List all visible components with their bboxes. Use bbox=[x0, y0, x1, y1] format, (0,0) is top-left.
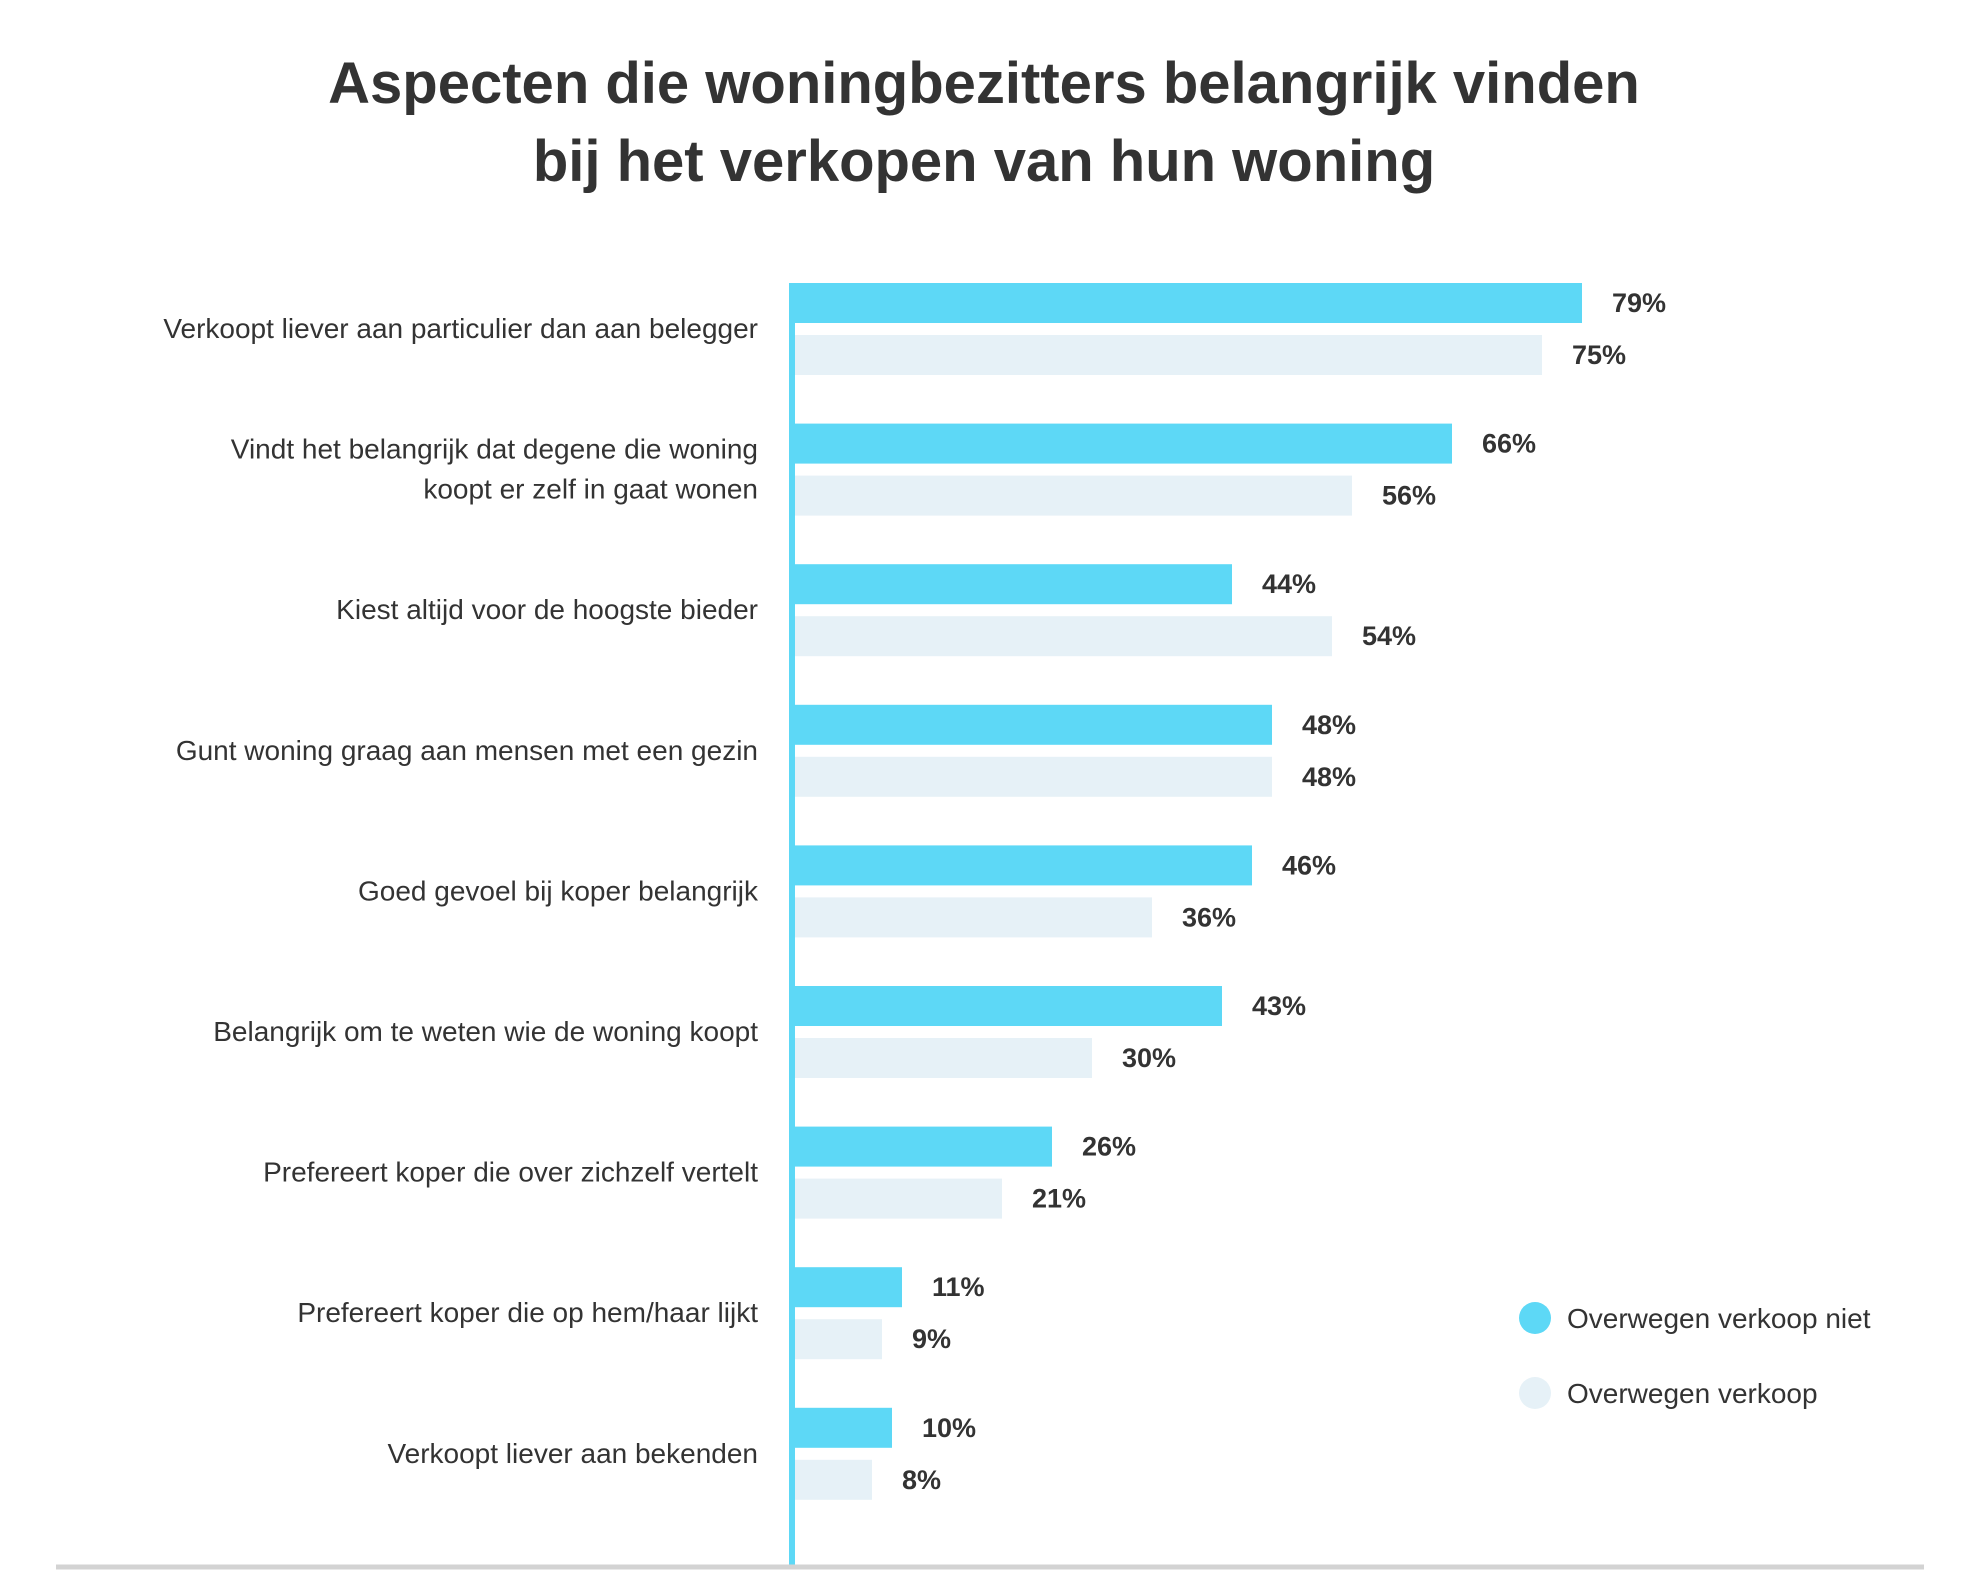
value-label-overwegen-verkoop-niet-5: 46% bbox=[1282, 850, 1336, 880]
value-label-overwegen-verkoop-niet-3: 44% bbox=[1262, 569, 1316, 599]
bar-overwegen-verkoop-niet-7 bbox=[792, 1126, 1052, 1167]
bar-overwegen-verkoop-7 bbox=[792, 1178, 1002, 1219]
bar-overwegen-verkoop-5 bbox=[792, 897, 1152, 938]
bar-overwegen-verkoop-niet-9 bbox=[792, 1407, 892, 1448]
category-labels-group: Verkoopt liever aan particulier dan aan … bbox=[163, 313, 759, 1469]
bar-overwegen-verkoop-niet-4 bbox=[792, 704, 1272, 745]
category-label-8: Prefereert koper die op hem/haar lijkt bbox=[297, 1297, 758, 1328]
value-label-overwegen-verkoop-niet-9: 10% bbox=[922, 1413, 976, 1443]
bar-overwegen-verkoop-4 bbox=[792, 756, 1272, 797]
category-label-4: Gunt woning graag aan mensen met een gez… bbox=[176, 735, 758, 766]
bar-overwegen-verkoop-niet-2 bbox=[792, 423, 1452, 464]
bar-overwegen-verkoop-6 bbox=[792, 1038, 1092, 1078]
legend: Overwegen verkoop niet Overwegen verkoop bbox=[1519, 1302, 1871, 1409]
chart-title: Aspecten die woningbezitters belangrijk … bbox=[0, 45, 1968, 201]
value-label-overwegen-verkoop-niet-7: 26% bbox=[1082, 1132, 1136, 1162]
value-label-overwegen-verkoop-3: 54% bbox=[1362, 621, 1416, 651]
value-label-overwegen-verkoop-9: 8% bbox=[902, 1465, 941, 1495]
bar-overwegen-verkoop-niet-5 bbox=[792, 845, 1252, 886]
bars-group bbox=[792, 283, 1582, 1500]
bar-overwegen-verkoop-1 bbox=[792, 335, 1542, 375]
value-label-overwegen-verkoop-niet-4: 48% bbox=[1302, 710, 1356, 740]
bar-overwegen-verkoop-niet-3 bbox=[792, 564, 1232, 605]
legend-label-overwegen-verkoop: Overwegen verkoop bbox=[1567, 1378, 1818, 1409]
value-label-overwegen-verkoop-8: 9% bbox=[912, 1324, 951, 1354]
bar-overwegen-verkoop-3 bbox=[792, 616, 1332, 657]
value-label-overwegen-verkoop-niet-1: 79% bbox=[1612, 288, 1666, 318]
legend-label-overwegen-verkoop-niet: Overwegen verkoop niet bbox=[1567, 1303, 1871, 1334]
value-labels-group: 79% 75% 66% 56% 44% 54% 48% 48% 46% 36% 43% 30% 26% 2… bbox=[902, 288, 1666, 1495]
category-label-5: Goed gevoel bij koper belangrijk bbox=[358, 875, 759, 906]
value-label-overwegen-verkoop-niet-2: 66% bbox=[1482, 429, 1536, 459]
category-label-3: Kiest altijd voor de hoogste bieder bbox=[336, 594, 758, 625]
value-label-overwegen-verkoop-6: 30% bbox=[1122, 1043, 1176, 1073]
category-label-2-line-1: Vindt het belangrijk dat degene die woni… bbox=[231, 434, 758, 465]
category-label-6: Belangrijk om te weten wie de woning koo… bbox=[213, 1016, 758, 1047]
bar-overwegen-verkoop-niet-6 bbox=[792, 986, 1222, 1026]
bar-overwegen-verkoop-2 bbox=[792, 475, 1352, 516]
chart-title-line-1: Aspecten die woningbezitters belangrijk … bbox=[328, 51, 1640, 116]
value-label-overwegen-verkoop-5: 36% bbox=[1182, 902, 1236, 932]
value-label-overwegen-verkoop-4: 48% bbox=[1302, 762, 1356, 792]
bar-overwegen-verkoop-8 bbox=[792, 1319, 882, 1360]
legend-marker-overwegen-verkoop bbox=[1519, 1377, 1551, 1409]
value-label-overwegen-verkoop-7: 21% bbox=[1032, 1184, 1086, 1214]
category-label-2-line-2: koopt er zelf in gaat wonen bbox=[423, 474, 758, 505]
value-label-overwegen-verkoop-2: 56% bbox=[1382, 481, 1436, 511]
value-label-overwegen-verkoop-niet-6: 43% bbox=[1252, 991, 1306, 1021]
category-label-7: Prefereert koper die over zichzelf verte… bbox=[263, 1157, 758, 1188]
bar-overwegen-verkoop-9 bbox=[792, 1459, 872, 1500]
legend-marker-overwegen-verkoop-niet bbox=[1519, 1302, 1551, 1334]
category-label-9: Verkoopt liever aan bekenden bbox=[388, 1438, 759, 1469]
bar-overwegen-verkoop-niet-8 bbox=[792, 1267, 902, 1308]
value-label-overwegen-verkoop-niet-8: 11% bbox=[932, 1272, 985, 1302]
chart-title-line-2: bij het verkopen van hun woning bbox=[532, 129, 1436, 194]
value-label-overwegen-verkoop-1: 75% bbox=[1572, 340, 1626, 370]
bar-overwegen-verkoop-niet-1 bbox=[792, 283, 1582, 323]
category-label-1: Verkoopt liever aan particulier dan aan … bbox=[163, 313, 758, 344]
